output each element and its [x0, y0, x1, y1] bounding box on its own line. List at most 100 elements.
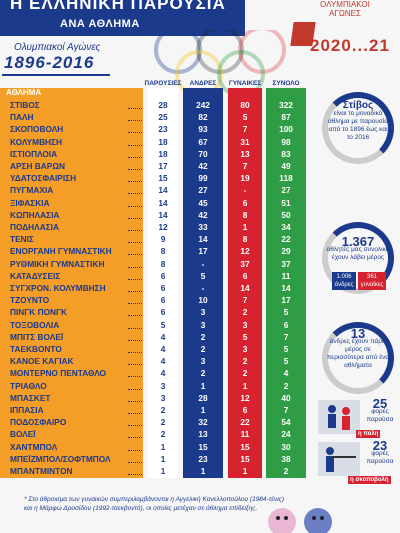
years-underline [2, 74, 110, 76]
men-value: - [201, 283, 205, 293]
row-leader-dots [128, 254, 142, 256]
women-value: 1 [242, 380, 248, 391]
total-header: ΣΥΝΟΛΟ [272, 80, 300, 87]
total-value: 51 [281, 197, 291, 208]
row-leader-dots [128, 278, 142, 280]
sport-name: ΣΤΙΒΟΣ [10, 100, 40, 110]
row-leader-dots [128, 303, 142, 305]
men-value: 33 [198, 222, 208, 232]
total-value: 14 [281, 283, 291, 293]
men-value: 82 [198, 112, 208, 123]
athletes-text: αθλητές μας συνολικά έχουν λάβει μέρος [326, 246, 390, 261]
sport-name: ΤΡΙΑΘΛΟ [10, 380, 47, 391]
women-value: 12 [240, 246, 250, 257]
men-value: 13 [198, 429, 208, 440]
sport-name: ΡΥΘΜΙΚΗ ΓΥΜΝΑΣΤΙΚΗ [10, 258, 105, 269]
men-value: 67 [198, 136, 208, 147]
women-count: 361 [366, 274, 377, 280]
years-block: Ολυμπιακοί Αγώνες 1896-2016 [2, 42, 142, 78]
athletics-text: είναι το μοναδικό άθλημα με παρουσία από… [327, 110, 389, 141]
total-value: 5 [283, 344, 289, 354]
sport-name: ΤΖΟΥΝΤΟ [10, 295, 50, 306]
sport-name: ΣΚΟΠΟΒΟΛΗ [10, 124, 64, 135]
shooting-badge: η σκοποβολή [348, 476, 391, 484]
total-value: 11 [281, 270, 291, 281]
women-value: 8 [242, 209, 248, 220]
years-range: 1896-2016 [4, 53, 95, 72]
row-leader-dots [128, 132, 142, 134]
row-leader-dots [128, 156, 142, 158]
row-leader-dots [128, 339, 142, 341]
men-value: 1 [200, 380, 206, 391]
athletes-fact: 1.367 αθλητές μας συνολικά έχουν λάβει μ… [326, 235, 390, 262]
men-value: 2 [200, 368, 206, 379]
men-value: 99 [198, 173, 208, 184]
participations-value: 17 [158, 161, 168, 171]
participations-value: 6 [160, 283, 166, 293]
years-subtitle: Ολυμπιακοί Αγώνες [14, 42, 101, 53]
men-value: 17 [198, 246, 208, 257]
total-value: 5 [283, 356, 289, 367]
women-value: 2 [242, 368, 248, 379]
participations-value: 2 [160, 429, 166, 440]
row-leader-dots [128, 449, 142, 451]
participations-value: 4 [160, 344, 166, 354]
shooting-icon [326, 447, 356, 472]
sport-name: ΤΟΞΟΒΟΛΙΑ [10, 319, 60, 330]
women-value: 6 [242, 405, 248, 415]
sport-name: ΧΑΝΤΜΠΟΛ [10, 441, 58, 452]
men-value: 3 [200, 356, 206, 367]
sport-name: ΞΙΦΑΣΚΙΑ [10, 197, 50, 208]
women-value: 14 [240, 283, 250, 293]
men-count-label: άνδρες [334, 282, 354, 288]
total-value: 17 [281, 295, 291, 306]
mascot-icon [268, 508, 332, 533]
wrestling-number: 25 [372, 396, 388, 411]
participations-value: 4 [160, 368, 166, 379]
sport-header: ΑΘΛΗΜΑ [6, 88, 42, 97]
wrestling-photo [318, 400, 360, 434]
wrestling-icon [328, 405, 350, 430]
men-value: - [201, 258, 205, 269]
athletics-fact: Στίβος είναι το μοναδικό άθλημα με παρου… [326, 101, 390, 142]
women-value: 22 [240, 417, 250, 428]
men-value: 45 [198, 197, 208, 208]
sport-name: ΜΠΕΪΖΜΠΟΛ/ΣΟΦΤΜΠΟΛ [10, 453, 111, 464]
women-value: 7 [242, 124, 248, 135]
total-value: 4 [283, 368, 289, 379]
participations-value: 6 [160, 307, 166, 318]
women-value: 37 [240, 258, 250, 269]
sport-name: ΣΥΓΧΡΟΝ. ΚΟΛΥΜΒΗΣΗ [10, 283, 106, 293]
men-value: 242 [196, 100, 210, 110]
athletics-ring [322, 92, 394, 164]
header-bar: Η ΕΛΛΗΝΙΚΗ ΠΑΡΟΥΣΙΑ ΑΝΑ ΑΘΛΗΜΑ [0, 0, 245, 36]
total-value: 83 [281, 148, 291, 159]
women-count-label: γυναίκες [360, 282, 384, 288]
multisport-ring [322, 322, 394, 394]
participations-value: 9 [160, 234, 166, 245]
wrestling-fact: 25 φορές παρούσα [362, 396, 398, 424]
footnote: * Στο άθροισμα των γυναικών συμπεριλαμβά… [24, 496, 285, 512]
row-leader-dots [128, 364, 142, 366]
wrestling-badge: η πάλη [356, 430, 381, 438]
wrestling-text: φορές παρούσα [366, 408, 394, 423]
sport-name: ΑΡΣΗ ΒΑΡΩΝ [10, 161, 65, 171]
participations-value: 15 [158, 173, 168, 184]
sport-name: ΠΟΔΟΣΦΑΙΡΟ [10, 417, 67, 428]
participations-value: 4 [160, 356, 166, 367]
men-value: 70 [198, 148, 208, 159]
sport-name: ΕΝΟΡΓΑΝΗ ΓΥΜΝΑΣΤΙΚΗ [10, 246, 112, 257]
participations-value: 1 [160, 466, 166, 476]
men-count: 1.006 [336, 274, 352, 280]
multisport-number: 13 [350, 326, 366, 341]
total-value: 7 [283, 405, 289, 415]
shooting-photo [318, 442, 360, 476]
row-leader-dots [128, 437, 142, 439]
men-badge: 1.006 άνδρες [332, 272, 356, 290]
row-leader-dots [128, 230, 142, 231]
men-value: 2 [200, 344, 206, 354]
total-value: 27 [281, 185, 291, 196]
total-value: 2 [283, 466, 289, 476]
total-value: 322 [279, 100, 293, 110]
